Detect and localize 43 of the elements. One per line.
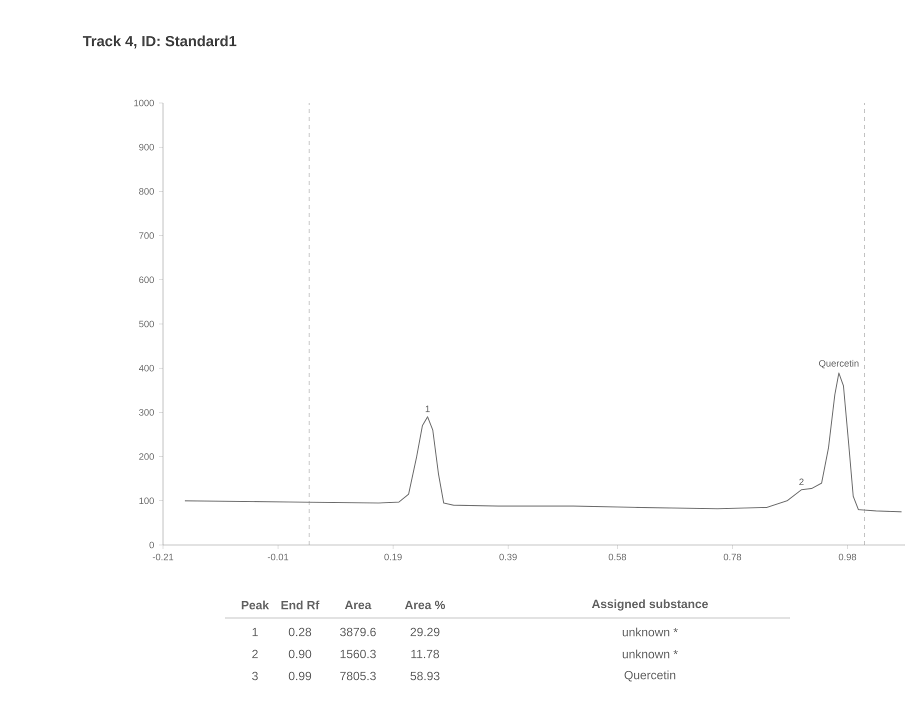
text: Peak: [242, 600, 270, 610]
chart-title: Track 4, ID: Standard1: [82, 36, 236, 48]
x-tick-label: -0.21: [152, 554, 174, 560]
text: 58.93: [410, 672, 440, 680]
x-tick-label: 0.78: [724, 554, 742, 560]
text: 1: [252, 628, 258, 636]
y-tick-label: 400: [138, 364, 154, 372]
y-tick-label: 0: [149, 542, 154, 548]
text: unknown *: [622, 650, 678, 658]
y-tick-label: 900: [139, 144, 154, 150]
y-tick-label: 500: [139, 320, 154, 328]
text: Assigned substance: [592, 599, 708, 611]
annotation: 1: [426, 406, 430, 412]
text: 0.28: [288, 628, 312, 636]
text: 7805.3: [340, 672, 376, 680]
text: 0.99: [288, 672, 312, 680]
x-tick-label: 0.98: [838, 554, 856, 560]
y-tick-label: 700: [139, 232, 154, 239]
y-tick-label: 800: [139, 188, 154, 195]
y-tick-label: 600: [139, 276, 154, 284]
text: End Rf: [281, 600, 320, 610]
text: 2: [252, 650, 258, 658]
text: 3879.6: [340, 628, 376, 636]
annotation: Quercetin: [819, 360, 858, 368]
x-tick-label: 0.58: [608, 554, 626, 560]
y-tick-label: 200: [139, 453, 154, 460]
text: 11.78: [411, 650, 440, 658]
y-tick-label: 1000: [134, 100, 154, 106]
y-tick-label: 300: [139, 409, 154, 416]
x-tick-label: -0.01: [268, 554, 288, 560]
text: Quercetin: [624, 670, 676, 682]
text: Area %: [404, 600, 446, 610]
annotation: 2: [799, 478, 804, 486]
text: 29.29: [410, 628, 440, 636]
x-tick-label: 0.39: [499, 554, 517, 560]
text: 1560.3: [340, 650, 376, 658]
y-tick-label: 100: [139, 497, 154, 504]
text: Area: [344, 600, 372, 610]
line-series: [184, 372, 902, 512]
text: 0.90: [288, 650, 312, 658]
text: 3: [252, 672, 258, 680]
text: unknown *: [622, 628, 678, 636]
x-tick-label: 0.19: [384, 554, 402, 560]
